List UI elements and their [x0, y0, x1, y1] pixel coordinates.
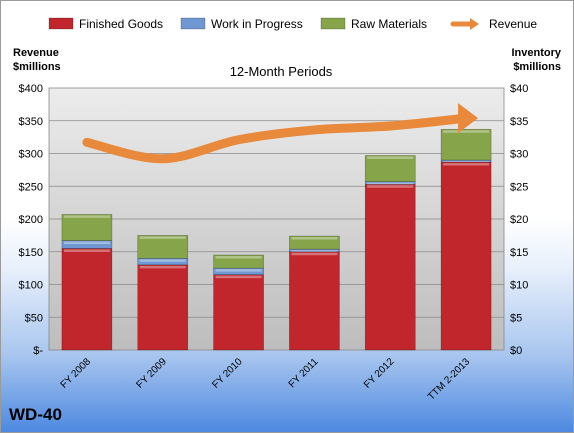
bar-highlight [367, 182, 414, 185]
left-tick-label: $300 [19, 149, 43, 161]
bar-segment [137, 235, 189, 259]
left-tick-label: $50 [25, 312, 43, 324]
left-tick-label: $150 [19, 247, 43, 259]
left-axis-label-line2: $millions [13, 61, 61, 73]
right-tick-label: $0 [510, 345, 522, 357]
bar-highlight [139, 236, 186, 239]
legend-label: Finished Goods [79, 17, 163, 31]
bar-highlight [291, 252, 338, 256]
x-tick-label: FY 2008 [59, 356, 94, 391]
legend: Finished Goods Work in Progress Raw Materi… [48, 17, 537, 31]
right-tick-label: $25 [510, 181, 528, 193]
bar-highlight [291, 250, 338, 252]
bar-segment [364, 183, 416, 351]
chart-subtitle: 12-Month Periods [230, 64, 333, 79]
legend-swatch [180, 17, 206, 30]
left-tick-label: $200 [19, 214, 43, 226]
bar-segment [137, 264, 189, 351]
bar-highlight [139, 265, 186, 269]
right-axis-label-line2: $millions [513, 61, 561, 73]
bar-highlight [215, 269, 262, 272]
company-name: WD-40 [9, 405, 62, 424]
bar-highlight [367, 185, 414, 188]
right-tick-label: $30 [510, 149, 528, 161]
right-tick-label: $35 [510, 116, 528, 128]
bar-segment [213, 254, 264, 269]
bar-segment [364, 155, 416, 182]
legend-swatch [320, 17, 346, 30]
bar-highlight [215, 275, 262, 279]
legend-label: Raw Materials [351, 17, 427, 31]
left-axis-label-line1: Revenue [13, 47, 59, 59]
x-tick-label: FY 2009 [134, 356, 169, 391]
x-tick-label: FY 2010 [210, 356, 245, 391]
legend-arrow-swatch [470, 18, 479, 30]
bar-segment [61, 240, 113, 249]
bar-segment [61, 248, 113, 351]
bar-highlight [63, 215, 110, 218]
bar-highlight [291, 237, 338, 240]
bar-highlight [443, 130, 490, 133]
right-tick-label: $10 [510, 280, 528, 292]
right-tick-label: $20 [510, 214, 528, 226]
bar-segment [289, 251, 340, 351]
left-tick-label: $400 [19, 83, 43, 95]
bar-highlight [63, 249, 110, 252]
revenue-line [82, 103, 479, 164]
bar-segment [440, 161, 492, 351]
bar-segment [289, 235, 340, 250]
x-tick-label: TTM 2-2013 [426, 356, 473, 403]
left-tick-label: $100 [19, 280, 43, 292]
x-tick-label: FY 2012 [362, 356, 397, 391]
bar-segment [61, 214, 113, 241]
bar-highlight [139, 259, 186, 262]
bars [61, 128, 492, 351]
bar-highlight [443, 161, 490, 163]
x-tick-label: FY 2011 [287, 356, 321, 390]
right-tick-label: $5 [510, 312, 522, 324]
bar-highlight [443, 163, 490, 166]
bar-segment [440, 128, 492, 161]
bar-highlight [367, 156, 414, 159]
bar-segment [213, 274, 264, 351]
left-tick-label: $- [33, 345, 43, 357]
revenue-arrow-head [458, 103, 479, 134]
legend-swatch [48, 17, 74, 30]
bar-highlight [215, 256, 262, 259]
revenue-line-path [82, 113, 471, 164]
left-tick-label: $250 [19, 181, 43, 193]
right-tick-label: $15 [510, 247, 528, 259]
bar-highlight [63, 241, 110, 245]
right-tick-label: $40 [510, 83, 528, 95]
right-axis-label-line1: Inventory [511, 47, 561, 59]
legend-label: Work in Progress [211, 17, 303, 31]
left-tick-label: $350 [19, 116, 43, 128]
legend-label: Revenue [489, 17, 537, 31]
